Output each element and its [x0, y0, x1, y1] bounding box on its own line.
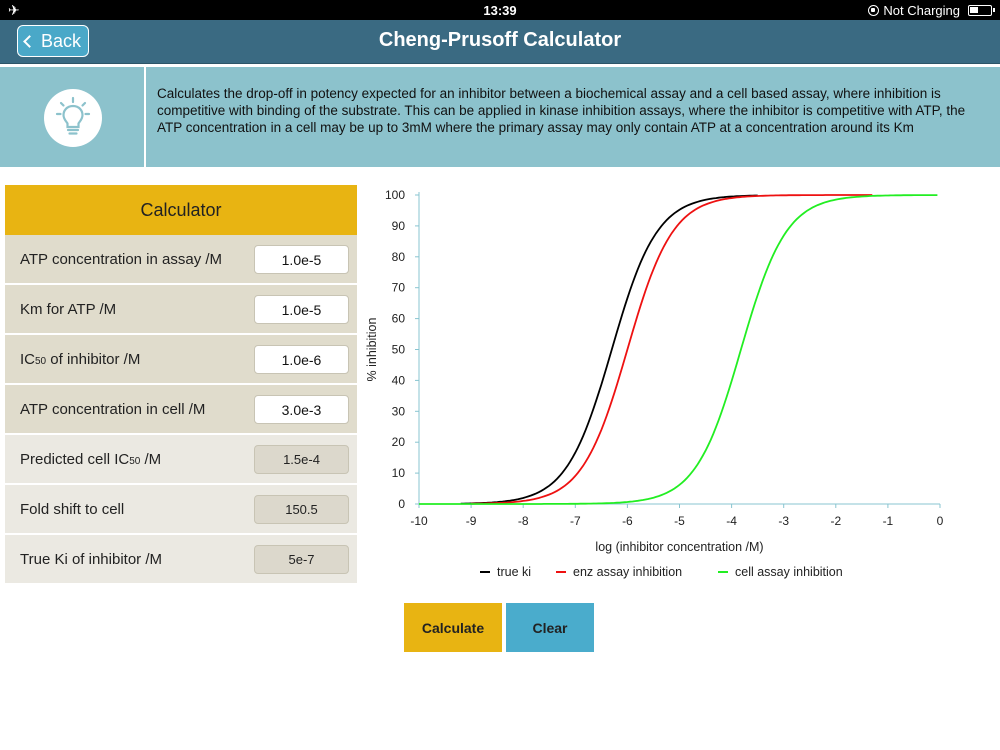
rotation-lock-icon	[868, 5, 880, 16]
predicted-ic50-value: 1.5e-4	[254, 445, 349, 474]
x-axis-label: log (inhibitor concentration /M)	[595, 540, 763, 554]
ic50-input[interactable]	[254, 345, 349, 374]
x-tick-label: -1	[883, 514, 894, 528]
series-line-0	[460, 194, 758, 505]
true-ki-value: 5e-7	[254, 545, 349, 574]
row-label: True Ki of inhibitor /M	[20, 550, 162, 568]
label-subscript: 50	[129, 455, 141, 467]
calculator-panel: Calculator ATP concentration in assay /M…	[5, 185, 357, 584]
y-tick-label: 100	[385, 188, 405, 202]
y-tick-label: 90	[392, 219, 406, 233]
y-tick-label: 30	[392, 404, 406, 418]
y-tick-label: 10	[392, 466, 406, 480]
x-tick-label: -5	[674, 514, 685, 528]
x-tick-label: -2	[830, 514, 841, 528]
status-right: Not Charging	[868, 3, 995, 18]
status-time: 13:39	[483, 3, 517, 18]
battery-icon	[968, 5, 995, 16]
label-subscript: 50	[35, 355, 47, 367]
series-line-2	[419, 194, 938, 505]
legend-label-0: true ki	[497, 565, 531, 579]
info-description: Calculates the drop-off in potency expec…	[157, 86, 966, 135]
x-tick-label: -9	[466, 514, 477, 528]
y-tick-label: 20	[392, 435, 406, 449]
row-label: Fold shift to cell	[20, 500, 125, 518]
x-tick-label: -7	[570, 514, 581, 528]
y-axis-label: % inhibition	[365, 317, 379, 381]
row-ic50: IC50 of inhibitor /M	[5, 335, 357, 384]
back-label: Back	[40, 30, 82, 51]
label-part: /M	[140, 450, 162, 468]
row-label: Km for ATP /M	[20, 300, 117, 318]
calculate-button[interactable]: Calculate	[404, 603, 502, 652]
y-tick-label: 40	[392, 373, 406, 387]
airplane-icon: ✈	[8, 2, 20, 18]
row-label: IC50 of inhibitor /M	[20, 351, 140, 368]
row-predicted-ic50: Predicted cell IC50 /M 1.5e-4	[5, 435, 357, 484]
atp-assay-input[interactable]	[254, 245, 349, 274]
series-line-1	[471, 194, 873, 505]
calculator-header: Calculator	[5, 185, 357, 243]
nav-bar: Back Cheng-Prusoff Calculator	[0, 20, 1000, 64]
row-label: ATP concentration in cell /M	[20, 400, 206, 418]
x-tick-label: -10	[410, 514, 428, 528]
label-part: IC	[20, 350, 35, 368]
label-part: of inhibitor /M	[46, 350, 141, 368]
status-bar: ✈ 13:39 Not Charging	[0, 0, 1000, 20]
x-tick-label: -3	[778, 514, 789, 528]
row-atp-assay: ATP concentration in assay /M	[5, 235, 357, 284]
row-label: Predicted cell IC50 /M	[20, 451, 161, 468]
row-fold-shift: Fold shift to cell 150.5	[5, 485, 357, 534]
x-tick-label: -8	[518, 514, 529, 528]
back-button[interactable]: Back	[17, 25, 89, 57]
label-part: Predicted cell IC	[20, 450, 130, 468]
y-tick-label: 0	[398, 497, 405, 511]
row-atp-cell: ATP concentration in cell /M	[5, 385, 357, 434]
info-icon-cell	[0, 67, 146, 168]
row-true-ki: True Ki of inhibitor /M 5e-7	[5, 535, 357, 584]
x-tick-label: -6	[622, 514, 633, 528]
atp-cell-input[interactable]	[254, 395, 349, 424]
page-title: Cheng-Prusoff Calculator	[378, 29, 622, 51]
clear-button[interactable]: Clear	[506, 603, 594, 652]
legend-label-2: cell assay inhibition	[735, 565, 843, 579]
inhibition-chart: 0 10 20 30 40 50 60 70 80 90 100 -10 -9 -8 -7 -6 -5 -4 -3-…	[360, 180, 990, 600]
x-tick-label: -4	[726, 514, 737, 528]
row-label: ATP concentration in assay /M	[20, 250, 223, 268]
y-tick-label: 70	[392, 281, 406, 295]
y-tick-label: 80	[392, 250, 406, 264]
km-atp-input[interactable]	[254, 295, 349, 324]
fold-shift-value: 150.5	[254, 495, 349, 524]
x-tick-label: 0	[937, 514, 944, 528]
row-km-atp: Km for ATP /M	[5, 285, 357, 334]
y-tick-label: 60	[392, 312, 406, 326]
lightbulb-icon	[44, 89, 102, 147]
legend-label-1: enz assay inhibition	[573, 565, 682, 579]
info-panel: Calculates the drop-off in potency expec…	[0, 66, 1000, 168]
y-tick-label: 50	[392, 343, 406, 357]
charging-status: Not Charging	[883, 3, 960, 18]
